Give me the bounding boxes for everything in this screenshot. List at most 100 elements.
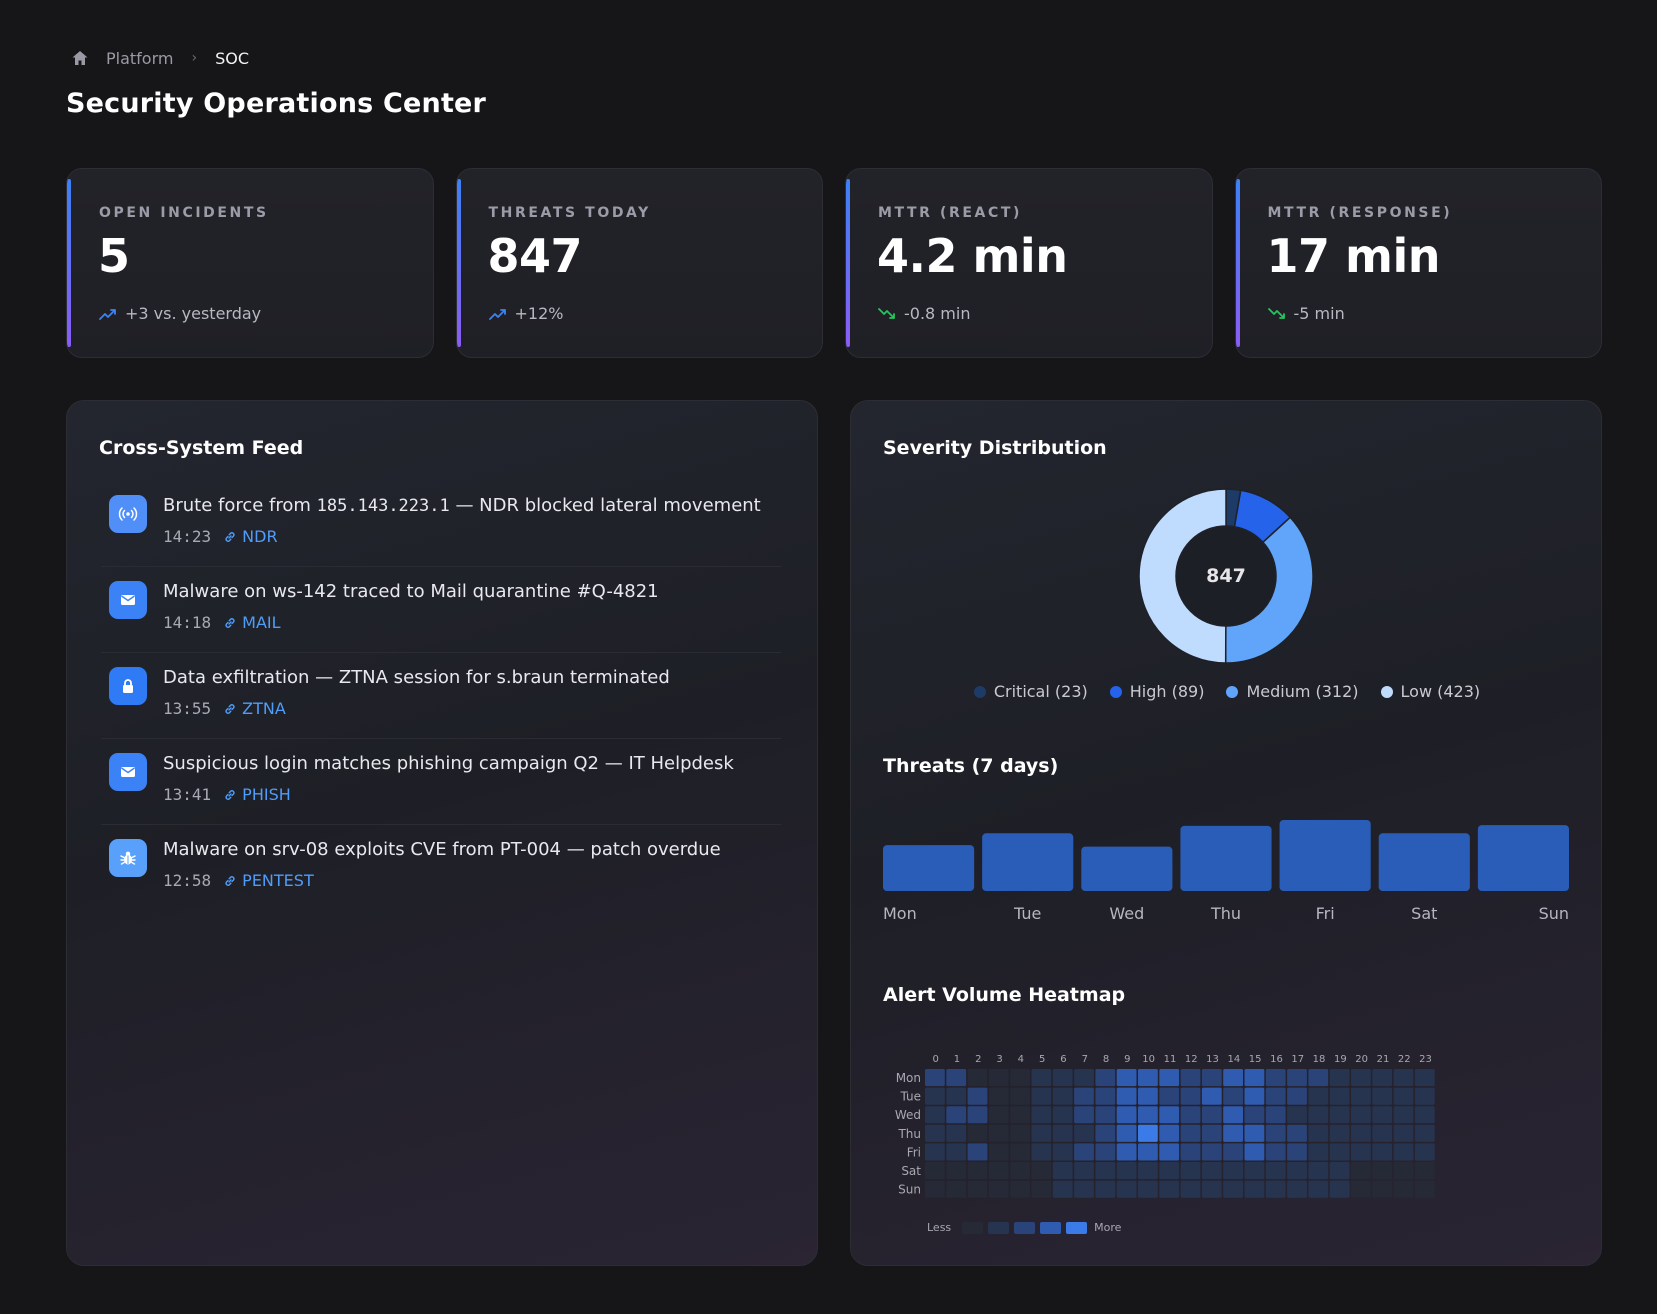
heatmap-cell[interactable] [1351,1162,1371,1180]
heatmap-cell[interactable] [1116,1069,1137,1087]
heatmap-cell[interactable] [1052,1162,1073,1180]
heatmap-cell[interactable] [1052,1087,1073,1105]
heatmap-cell[interactable] [1180,1087,1201,1105]
heatmap-cell[interactable] [1329,1106,1350,1124]
heatmap-cell[interactable] [1095,1162,1116,1180]
heatmap-cell[interactable] [946,1069,967,1087]
heatmap-cell[interactable] [967,1069,988,1087]
heatmap-cell[interactable] [1393,1124,1414,1142]
heatmap-cell[interactable] [1138,1180,1158,1198]
heatmap-cell[interactable] [988,1124,1009,1142]
heatmap-cell[interactable] [925,1124,945,1142]
heatmap-cell[interactable] [1201,1106,1222,1124]
heatmap-cell[interactable] [1201,1162,1222,1180]
feed-item[interactable]: Brute force from 185.143.223.1 — NDR blo… [101,481,781,567]
heatmap-cell[interactable] [1329,1143,1350,1161]
heatmap-cell[interactable] [988,1106,1009,1124]
heatmap-cell[interactable] [946,1087,967,1105]
heatmap-cell[interactable] [1287,1069,1307,1087]
heatmap-cell[interactable] [1308,1180,1329,1198]
heatmap-cell[interactable] [946,1180,967,1198]
heatmap-cell[interactable] [1116,1106,1137,1124]
heatmap-cell[interactable] [1138,1069,1158,1087]
heatmap-cell[interactable] [988,1143,1009,1161]
heatmap-cell[interactable] [1393,1180,1414,1198]
heatmap-cell[interactable] [1372,1124,1393,1142]
heatmap-cell[interactable] [1287,1143,1307,1161]
heatmap-cell[interactable] [988,1087,1009,1105]
heatmap-cell[interactable] [1287,1162,1307,1180]
feed-item-tag-link[interactable]: PHISH [223,785,291,804]
heatmap-cell[interactable] [1201,1180,1222,1198]
heatmap-cell[interactable] [967,1162,988,1180]
heatmap-cell[interactable] [1138,1162,1158,1180]
bar-sat[interactable] [1378,833,1470,891]
heatmap-cell[interactable] [1414,1162,1435,1180]
heatmap-cell[interactable] [1265,1087,1286,1105]
heatmap-cell[interactable] [1223,1124,1243,1142]
heatmap-cell[interactable] [1031,1124,1052,1142]
heatmap-cell[interactable] [1180,1069,1201,1087]
heatmap-cell[interactable] [1393,1162,1414,1180]
heatmap-cell[interactable] [1244,1106,1265,1124]
heatmap-cell[interactable] [1052,1124,1073,1142]
heatmap-cell[interactable] [1308,1069,1329,1087]
heatmap-cell[interactable] [1159,1106,1180,1124]
heatmap-cell[interactable] [1308,1106,1329,1124]
heatmap-cell[interactable] [1052,1143,1073,1161]
heatmap-cell[interactable] [1138,1087,1158,1105]
heatmap-cell[interactable] [1180,1180,1201,1198]
heatmap-cell[interactable] [1201,1069,1222,1087]
feed-item[interactable]: Malware on srv-08 exploits CVE from PT-0… [101,825,781,911]
heatmap-cell[interactable] [1052,1106,1073,1124]
heatmap-cell[interactable] [1010,1180,1030,1198]
heatmap-cell[interactable] [967,1143,988,1161]
heatmap-cell[interactable] [1074,1124,1094,1142]
heatmap-cell[interactable] [1223,1143,1243,1161]
heatmap-cell[interactable] [1223,1069,1243,1087]
heatmap-cell[interactable] [925,1143,945,1161]
heatmap-cell[interactable] [1329,1087,1350,1105]
feed-item[interactable]: Malware on ws-142 traced to Mail quarant… [101,567,781,653]
heatmap-cell[interactable] [1244,1069,1265,1087]
heatmap-cell[interactable] [1265,1124,1286,1142]
heatmap-cell[interactable] [1372,1087,1393,1105]
feed-item[interactable]: Suspicious login matches phishing campai… [101,739,781,825]
heatmap-cell[interactable] [1308,1087,1329,1105]
heatmap-cell[interactable] [967,1124,988,1142]
heatmap-cell[interactable] [1031,1069,1052,1087]
heatmap-cell[interactable] [1074,1069,1094,1087]
heatmap-cell[interactable] [1308,1162,1329,1180]
heatmap-cell[interactable] [1393,1069,1414,1087]
feed-item[interactable]: Data exfiltration — ZTNA session for s.b… [101,653,781,739]
bar-tue[interactable] [982,833,1074,891]
heatmap-cell[interactable] [1372,1106,1393,1124]
feed-item-tag-link[interactable]: ZTNA [223,699,286,718]
heatmap-cell[interactable] [1265,1143,1286,1161]
heatmap-cell[interactable] [1180,1124,1201,1142]
heatmap-cell[interactable] [925,1180,945,1198]
heatmap-cell[interactable] [1329,1162,1350,1180]
heatmap-cell[interactable] [1116,1180,1137,1198]
heatmap-cell[interactable] [1010,1162,1030,1180]
bar-wed[interactable] [1081,846,1173,891]
heatmap-cell[interactable] [1116,1087,1137,1105]
heatmap-cell[interactable] [946,1106,967,1124]
heatmap-cell[interactable] [1116,1124,1137,1142]
heatmap-cell[interactable] [946,1124,967,1142]
bar-mon[interactable] [883,845,975,891]
heatmap-cell[interactable] [1031,1180,1052,1198]
donut-slice-medium[interactable] [1224,516,1314,664]
heatmap-cell[interactable] [967,1180,988,1198]
heatmap-cell[interactable] [1223,1087,1243,1105]
heatmap-cell[interactable] [925,1087,945,1105]
heatmap-cell[interactable] [1074,1087,1094,1105]
heatmap-cell[interactable] [1201,1124,1222,1142]
heatmap-cell[interactable] [1074,1180,1094,1198]
heatmap-cell[interactable] [1223,1106,1243,1124]
heatmap-cell[interactable] [1180,1162,1201,1180]
heatmap-cell[interactable] [1329,1069,1350,1087]
heatmap-cell[interactable] [1095,1069,1116,1087]
heatmap-cell[interactable] [1244,1143,1265,1161]
heatmap-cell[interactable] [1308,1143,1329,1161]
